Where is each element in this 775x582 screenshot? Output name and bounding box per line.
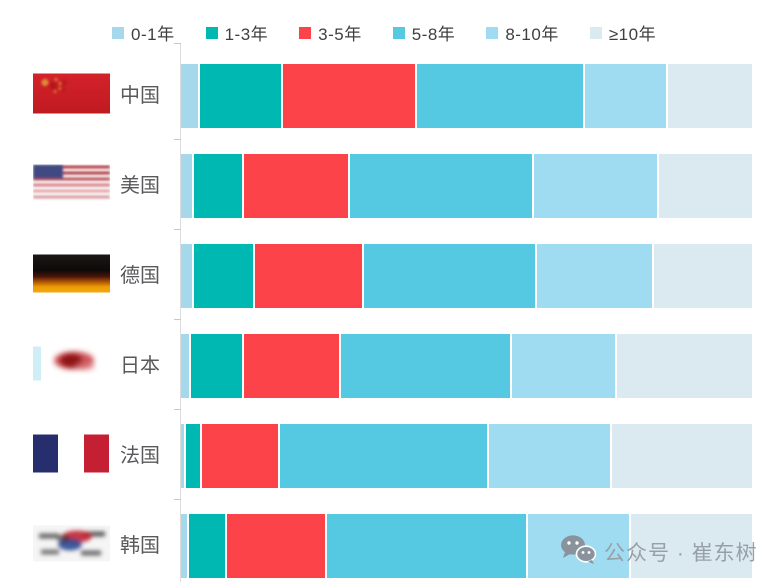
category-label-china: 中国	[120, 85, 160, 107]
legend-item: 8-10年	[486, 20, 559, 45]
bar-segment	[283, 64, 415, 128]
bar-row-france: 法国	[0, 424, 775, 488]
y-axis-line	[180, 43, 181, 582]
legend-item: ≥10年	[589, 20, 657, 45]
legend-item: 3-5年	[299, 20, 362, 45]
bar-segment	[584, 64, 666, 128]
bar-segment	[536, 244, 652, 308]
bar-segment	[341, 334, 510, 398]
bar-segment	[327, 514, 527, 578]
bar-segment	[181, 514, 187, 578]
legend-label: ≥10年	[608, 25, 657, 44]
bar-row-korea: 韩国	[0, 514, 775, 578]
legend-swatch	[392, 26, 405, 39]
bar-segment	[363, 244, 535, 308]
y-axis-tick	[174, 499, 181, 500]
legend-item: 0-1年	[112, 20, 175, 45]
legend-label: 8-10年	[505, 25, 559, 44]
watermark-text: 公众号 · 崔东树	[604, 541, 758, 565]
bar-segment	[659, 154, 752, 218]
korea-flag-icon	[33, 525, 110, 567]
bar-segment	[227, 514, 326, 578]
y-axis-tick	[174, 409, 181, 410]
stacked-bar-germany	[181, 244, 752, 308]
japan-flag-icon	[33, 346, 110, 386]
legend-swatch	[486, 26, 499, 39]
bar-segment	[185, 424, 200, 488]
stacked-bar-france	[181, 424, 752, 488]
legend-swatch	[589, 26, 602, 39]
legend-item: 1-3年	[205, 20, 269, 45]
y-axis-tick	[174, 229, 181, 230]
bar-segment	[511, 334, 616, 398]
stacked-bar-usa	[181, 154, 752, 218]
category-label-germany: 德国	[120, 265, 160, 287]
bar-row-usa: 美国	[0, 154, 775, 218]
legend-label: 1-3年	[224, 25, 269, 44]
bar-segment	[181, 334, 190, 398]
watermark: 公众号 · 崔东树	[560, 534, 758, 569]
bar-segment	[631, 514, 752, 578]
legend-swatch	[299, 26, 312, 39]
bar-segment	[181, 424, 184, 488]
legend-item: 5-8年	[392, 20, 456, 45]
stacked-bar-japan	[181, 334, 752, 398]
bar-segment	[194, 244, 254, 308]
legend-label: 5-8年	[411, 25, 456, 44]
y-axis-tick	[174, 139, 181, 140]
bar-segment	[349, 154, 533, 218]
france-flag-icon	[33, 434, 109, 478]
bar-row-china: 中国	[0, 64, 775, 128]
y-axis-tick	[174, 319, 181, 320]
bar-segment	[243, 154, 348, 218]
bar-segment	[534, 154, 658, 218]
chart-legend: 0-1年 1-3年 3-5年 5-8年 8-10年 ≥10年	[112, 20, 656, 45]
stacked-bar-korea	[181, 514, 752, 578]
y-axis-tick	[174, 43, 181, 44]
bar-segment	[199, 64, 282, 128]
bar-segment	[181, 244, 193, 308]
germany-flag-icon	[33, 254, 110, 298]
category-label-japan: 日本	[120, 355, 160, 377]
bar-segment	[194, 154, 242, 218]
bar-segment	[188, 514, 226, 578]
china-flag-icon	[33, 73, 110, 119]
usa-flag-icon	[33, 164, 110, 208]
legend-label: 3-5年	[318, 25, 362, 44]
bar-segment	[417, 64, 583, 128]
bar-segment	[667, 64, 752, 128]
bar-row-japan: 日本	[0, 334, 775, 398]
legend-label: 0-1年	[131, 25, 175, 44]
bar-segment	[611, 424, 752, 488]
bar-segment	[243, 334, 340, 398]
legend-swatch	[112, 26, 124, 39]
category-label-usa: 美国	[120, 175, 160, 197]
bar-segment	[617, 334, 752, 398]
bar-segment	[201, 424, 278, 488]
bar-segment	[255, 244, 362, 308]
category-label-france: 法国	[120, 445, 160, 467]
wechat-icon	[560, 534, 597, 569]
bar-segment	[191, 334, 242, 398]
bar-row-germany: 德国	[0, 244, 775, 308]
category-label-korea: 韩国	[120, 535, 160, 557]
legend-swatch	[205, 26, 218, 39]
bar-segment	[489, 424, 610, 488]
bar-segment	[653, 244, 752, 308]
bar-segment	[181, 154, 193, 218]
stacked-bar-china	[181, 64, 752, 128]
bar-segment	[279, 424, 488, 488]
bar-segment	[181, 64, 198, 128]
